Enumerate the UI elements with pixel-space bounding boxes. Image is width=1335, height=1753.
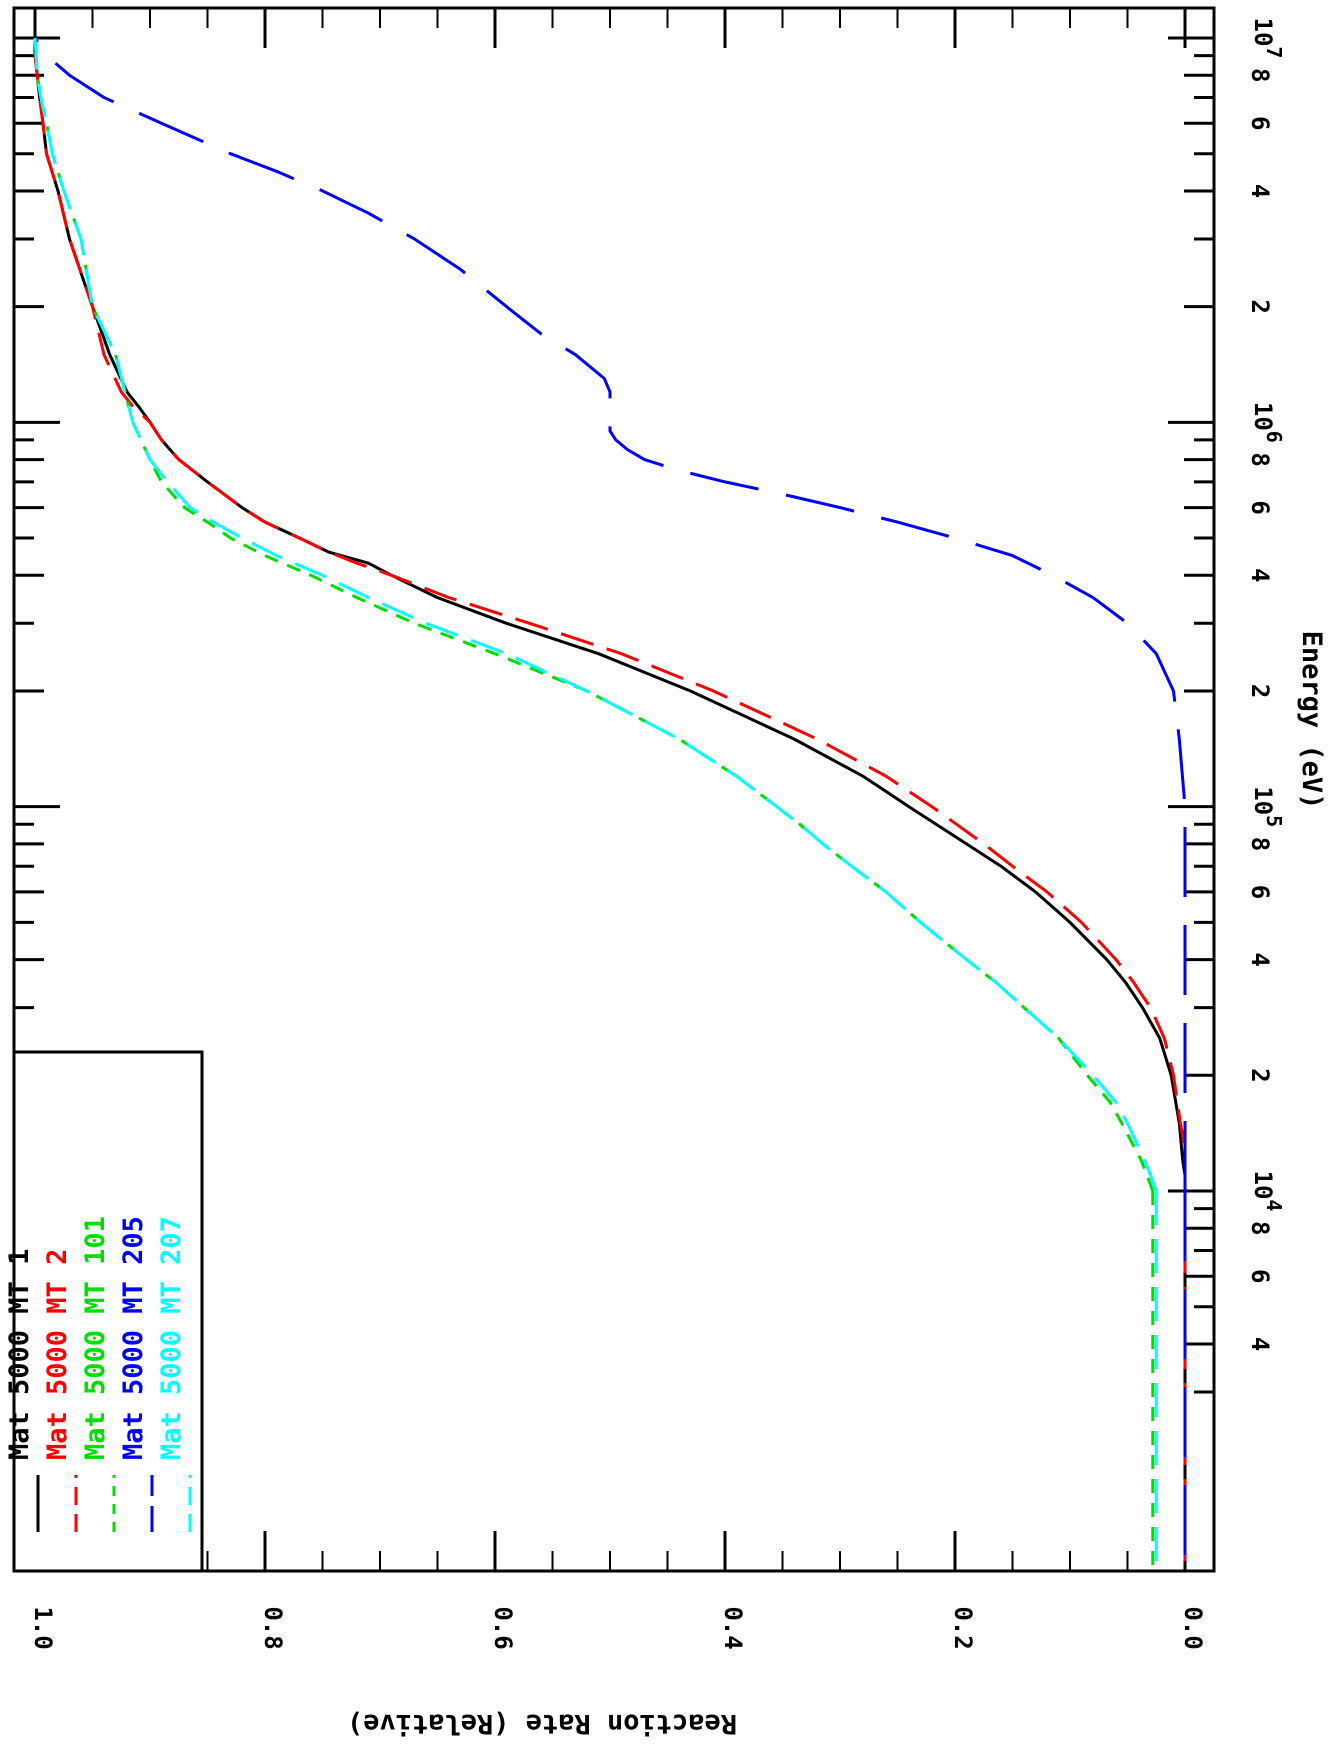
x-major-tick-label: 107 (1249, 18, 1286, 59)
y-tick-label: 0.0 (1179, 1606, 1207, 1649)
series-line-mt-2 (33, 38, 1187, 1191)
plot-frame (12, 6, 1216, 1573)
series-line-mt-101 (33, 37, 1155, 1192)
x-major-tick-label: 104 (1249, 1171, 1286, 1212)
x-minor-tick-label: 8 (1246, 68, 1274, 82)
y-tick-label: 0.4 (719, 1606, 747, 1649)
y-tick-label: 0.2 (949, 1606, 977, 1649)
x-axis-label: Energy (eV) (1296, 631, 1327, 810)
y-axis-label: Reaction Rate (Relative) (347, 1708, 737, 1739)
series-line-mt-1 (33, 38, 1187, 1191)
x-minor-tick-label: 2 (1246, 299, 1274, 313)
legend-entry-mt-1: Mat 5000 MT 1 (4, 1249, 35, 1460)
x-minor-tick-label: 4 (1246, 184, 1274, 198)
y-tick-label: 0.8 (259, 1606, 287, 1649)
series-line-mt-207 (33, 37, 1158, 1192)
x-minor-tick-label: 6 (1246, 500, 1274, 514)
legend-entry-mt-205: Mat 5000 MT 205 (118, 1216, 149, 1460)
x-major-tick-label: 105 (1249, 786, 1286, 827)
data-curves (33, 37, 1187, 1571)
x-minor-tick-label: 4 (1246, 568, 1274, 582)
x-minor-tick-label: 6 (1246, 885, 1274, 899)
legend-entry-mt-101: Mat 5000 MT 101 (80, 1216, 111, 1460)
series-line-mt-205 (33, 37, 1187, 1191)
x-minor-tick-label: 8 (1246, 1221, 1274, 1235)
legend-entry-mt-2: Mat 5000 MT 2 (42, 1249, 73, 1460)
x-minor-tick-label: 2 (1246, 1068, 1274, 1082)
x-minor-tick-label: 6 (1246, 1269, 1274, 1283)
x-minor-tick-label: 8 (1246, 837, 1274, 851)
y-tick-label: 1.0 (29, 1606, 57, 1649)
legend-entry-mt-207: Mat 5000 MT 207 (156, 1216, 187, 1460)
x-minor-tick-label: 8 (1246, 452, 1274, 466)
x-minor-tick-label: 4 (1246, 952, 1274, 966)
axis-labels: 4 6 8 2 4 6 8 2 4 6 8 2 4 6 8 104 105 106 107 0.0 0.2 0.4 0.6 0… (29, 18, 1327, 1739)
x-minor-tick-label: 4 (1246, 1337, 1274, 1351)
x-minor-tick-label: 2 (1246, 684, 1274, 698)
y-tick-label: 0.6 (489, 1606, 517, 1649)
x-major-tick-label: 106 (1249, 402, 1286, 443)
x-minor-tick-label: 6 (1246, 116, 1274, 130)
legend: Mat 5000 MT 1 Mat 5000 MT 2 Mat 5000 MT 10… (4, 1050, 204, 1573)
